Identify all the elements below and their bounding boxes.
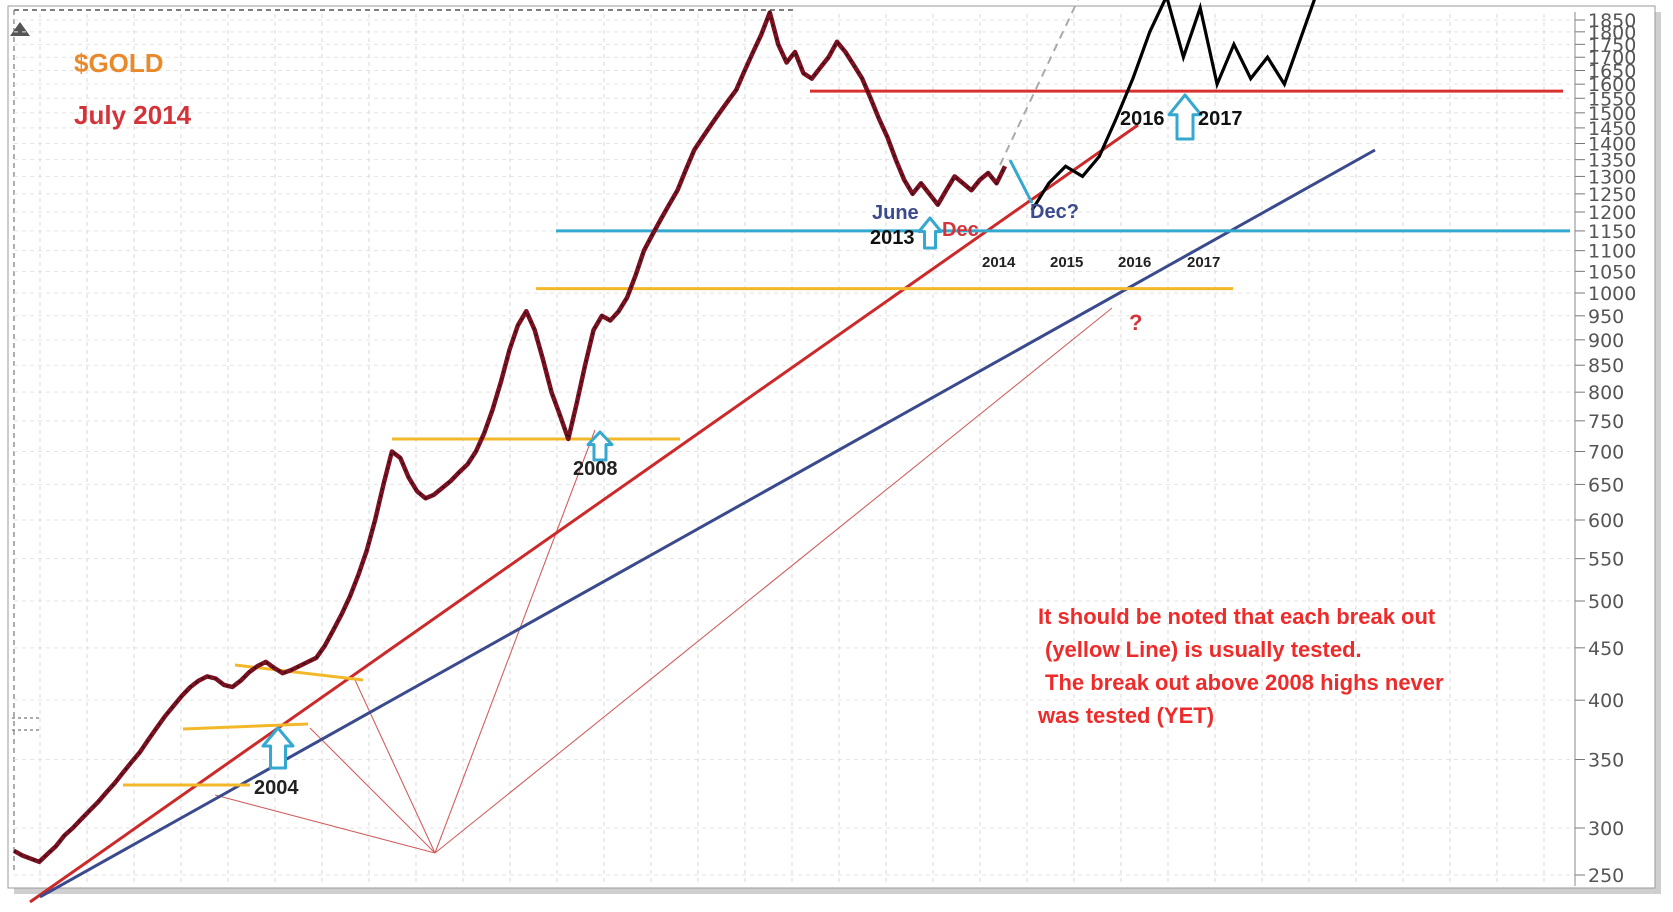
y-tick-label: 250 [1588,865,1624,887]
year-tick-2017: 2017 [1187,254,1220,271]
chart-subtitle: July 2014 [74,100,192,130]
arrow-up-icon-2004 [261,726,295,770]
y-tick-label: 1400 [1588,134,1636,156]
year-tick-2016: 2016 [1118,254,1151,271]
y-tick-label: 500 [1588,591,1624,613]
year-tick-2014: 2014 [982,254,1016,271]
chart-title: $GOLD [74,48,164,78]
annotation-2017-top: 2017 [1198,108,1243,130]
y-tick-label: 1450 [1588,118,1636,140]
y-tick-label: 1650 [1588,60,1636,82]
annotations: $GOLD July 2014 2004 2008 June 2013 Dec … [74,48,1444,799]
note-line-3: The break out above 2008 highs never [1045,670,1444,695]
y-tick-label: 650 [1588,474,1624,496]
y-tick-label: 1700 [1588,47,1636,69]
level-lines [29,0,1570,904]
note-line-4: was tested (YET) [1037,703,1214,728]
note-line-1: It should be noted that each break out [1038,604,1436,629]
note-line-2: (yellow Line) is usually tested. [1045,637,1362,662]
y-tick-label: 550 [1588,549,1624,571]
scroll-up-icon [10,22,30,36]
y-tick-label: 400 [1588,690,1624,712]
fan-line [214,794,436,854]
red-trendline [29,123,1139,904]
grey-dashed-projection [999,0,1079,166]
arrow-up-icon-2008 [586,430,614,462]
y-tick-label: 900 [1588,330,1624,352]
annotation-2013: 2013 [870,227,915,249]
y-tick-label: 1850 [1588,10,1636,32]
arrow-up-icon-2016 [1167,93,1203,141]
y-tick-label: 1550 [1588,88,1636,110]
projection-dip [1008,159,1034,204]
year-tick-2015: 2015 [1050,254,1083,271]
y-axis: 1850180017501700165016001550150014501400… [1574,10,1636,887]
annotation-question: ? [1129,310,1142,335]
annotation-2008: 2008 [573,458,618,480]
annotation-dec-question: Dec? [1030,201,1079,223]
y-tick-label: 300 [1588,818,1624,840]
y-tick-label: 450 [1588,638,1624,660]
y-tick-label: 1200 [1588,202,1636,224]
fan-line [354,679,436,854]
y-tick-label: 1350 [1588,150,1636,172]
arrow-up-icon-2013 [917,216,943,250]
y-tick-label: 1500 [1588,103,1636,125]
y-tick-label: 1250 [1588,184,1636,206]
y-tick-label: 1300 [1588,166,1636,188]
y-tick-label: 750 [1588,411,1624,433]
y-tick-label: 1150 [1588,221,1636,243]
y-tick-label: 1000 [1588,283,1636,305]
y-tick-label: 600 [1588,510,1624,532]
left-marker-icon [12,717,42,731]
blue-trendline [39,148,1376,899]
annotation-2004: 2004 [254,777,299,799]
y-tick-label: 1750 [1588,34,1636,56]
fan-line [434,429,596,854]
y-tick-label: 800 [1588,382,1624,404]
annotation-june: June [872,202,919,224]
projection [1008,0,1316,212]
price-series [12,10,1008,865]
annotation-2016-top: 2016 [1120,108,1165,130]
projection-zigzag [1030,0,1316,212]
chart-frame [7,5,1656,889]
arrows [261,93,1203,770]
grid [14,14,1575,886]
y-tick-label: 700 [1588,442,1624,464]
fan-line [434,307,1113,854]
price-line [12,10,1008,865]
y-tick-label: 1100 [1588,241,1636,263]
y-tick-label: 1800 [1588,22,1636,44]
y-tick-label: 1050 [1588,261,1636,283]
fan-lines [214,307,1113,854]
yellow-line-370 [182,722,309,731]
fan-line [309,727,436,854]
y-tick-label: 850 [1588,355,1624,377]
y-tick-label: 950 [1588,306,1624,328]
annotation-dec: Dec [942,219,979,241]
y-tick-label: 1600 [1588,74,1636,96]
y-tick-label: 350 [1588,750,1624,772]
